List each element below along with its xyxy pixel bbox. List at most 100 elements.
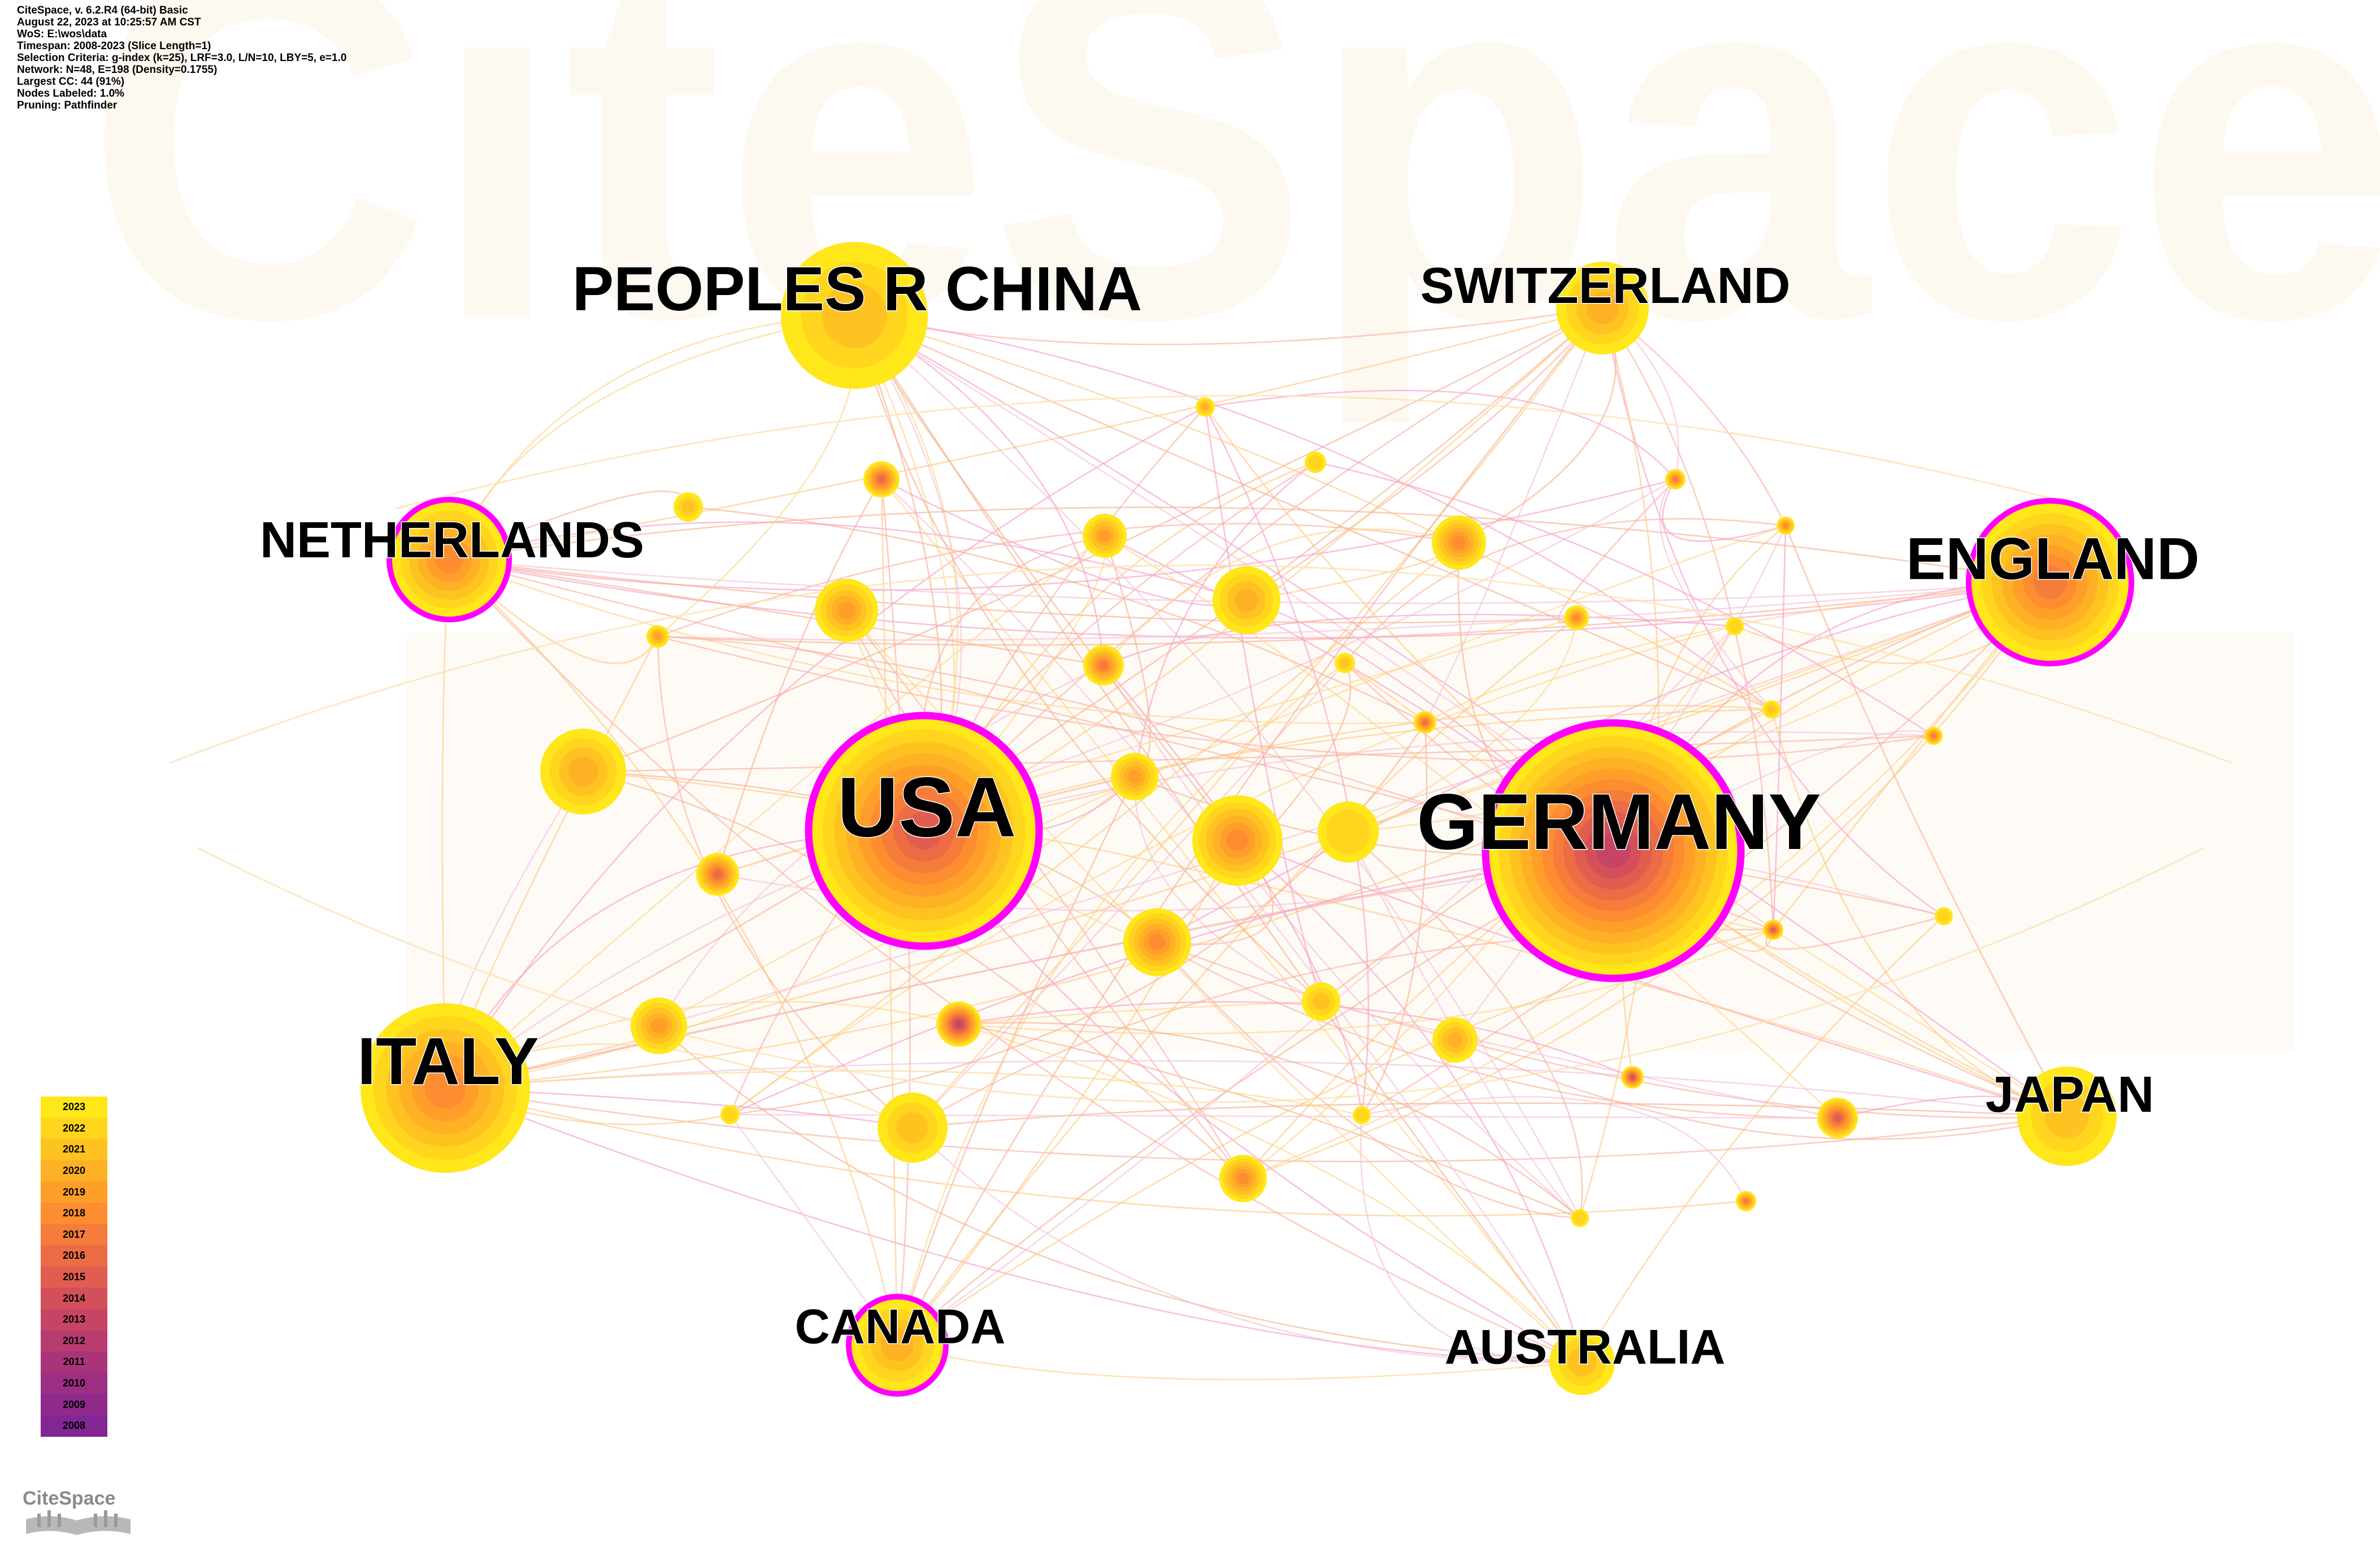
legend-year-2010: 2010 [41, 1372, 107, 1394]
network-edge [1765, 915, 1944, 950]
country-node[interactable] [1123, 908, 1191, 976]
country-node[interactable] [1571, 1209, 1589, 1227]
network-edge [896, 662, 1345, 1346]
country-node-england[interactable] [1966, 498, 2134, 666]
country-node[interactable] [1665, 469, 1686, 489]
country-node-canada[interactable] [846, 1294, 949, 1397]
country-node[interactable] [1621, 1066, 1644, 1089]
legend-year-2019: 2019 [41, 1181, 107, 1203]
country-node[interactable] [1414, 711, 1436, 734]
country-node[interactable] [646, 625, 669, 648]
network-edge [1157, 581, 2051, 943]
info-line: Pruning: Pathfinder [17, 99, 118, 111]
network-edge [583, 770, 2068, 1117]
country-node[interactable] [631, 998, 687, 1054]
country-node-japan[interactable] [2017, 1067, 2117, 1166]
country-node[interactable] [936, 1002, 981, 1047]
network-edge [658, 581, 2051, 1027]
network-edge [449, 558, 2051, 639]
network-edge [845, 610, 1244, 1179]
country-node[interactable] [1726, 617, 1744, 635]
country-node[interactable] [1213, 566, 1280, 634]
centrality-ring [1482, 719, 1745, 982]
centrality-ring [1966, 498, 2134, 666]
network-edge [854, 314, 1772, 710]
country-node[interactable] [1432, 1017, 1478, 1063]
country-node[interactable] [1219, 1155, 1267, 1202]
country-node[interactable] [1432, 515, 1486, 570]
country-node[interactable] [1925, 727, 1943, 745]
country-node[interactable] [720, 1105, 740, 1124]
country-node-italy[interactable] [361, 1003, 530, 1173]
country-node[interactable] [696, 853, 739, 896]
network-edge [448, 314, 855, 560]
centrality-ring [386, 497, 512, 622]
country-node[interactable] [674, 492, 703, 522]
country-node-switzerland[interactable] [1556, 262, 1649, 354]
network-edge [583, 307, 1603, 773]
network-edge [1424, 307, 1604, 723]
node-label-usa: USA [837, 760, 1017, 855]
network-edge [923, 704, 1772, 832]
network-edge [1321, 1000, 1838, 1119]
network-edge [896, 776, 1136, 1346]
network-edge [1321, 581, 2051, 1003]
country-node[interactable] [1817, 1098, 1858, 1138]
network-edge [912, 1127, 1583, 1363]
node-label-italy: ITALY [357, 1024, 538, 1099]
network-nodes [361, 242, 2134, 1397]
country-node[interactable] [1564, 605, 1589, 630]
country-node[interactable] [1763, 920, 1783, 940]
year-color-legend: 2023 2022 2021 2020 2019 2018 2017 2016 2015 2014… [41, 1097, 107, 1437]
country-node[interactable] [1318, 801, 1379, 863]
network-edge [395, 395, 2091, 510]
network-edge [1773, 929, 2068, 1117]
analysis-info-header: CiteSpace, v. 6.2.R4 (64-bit) Basic Augu… [17, 5, 346, 111]
network-edge [854, 314, 1772, 710]
network-edge [1361, 722, 1428, 1116]
country-node[interactable] [1353, 1106, 1371, 1124]
country-node-australia[interactable] [1549, 1329, 1615, 1395]
legend-year-2011: 2011 [41, 1351, 107, 1373]
watermark-text: CiteSpace [85, 0, 2380, 428]
country-node[interactable] [1305, 452, 1326, 473]
node-label-canada: CANADA [795, 1300, 1006, 1354]
centrality-ring [805, 712, 1043, 950]
country-node[interactable] [1335, 653, 1355, 673]
legend-year-2023: 2023 [41, 1097, 107, 1118]
country-node[interactable] [863, 461, 900, 497]
network-edge [449, 558, 1104, 666]
network-edge [449, 558, 1577, 624]
country-node[interactable] [878, 1093, 948, 1163]
network-edge [657, 581, 2051, 646]
network-edge [1454, 1039, 2068, 1140]
country-node[interactable] [1083, 514, 1127, 558]
book-logo-icon [26, 1510, 131, 1535]
info-line: Network: N=48, E=198 (Density=0.1755) [17, 64, 218, 76]
country-node-germany[interactable] [1482, 719, 1745, 982]
country-node[interactable] [1736, 1191, 1756, 1211]
citespace-logo: CiteSpace [20, 1480, 139, 1542]
info-line: Timespan: 2008-2023 (Slice Length=1) [17, 40, 211, 52]
country-node[interactable] [815, 579, 878, 642]
country-node[interactable] [1196, 397, 1215, 417]
network-edge [716, 479, 883, 875]
country-node-china[interactable] [781, 242, 928, 389]
node-labels: USA GERMANY PEOPLES R CHINA SWITZERLAND NETH… [259, 254, 2200, 1376]
legend-year-2009: 2009 [41, 1394, 107, 1415]
country-node[interactable] [1777, 517, 1795, 535]
country-node[interactable] [1083, 645, 1124, 686]
country-node[interactable] [540, 729, 626, 814]
network-edge [1204, 406, 1322, 1002]
network-edge [729, 542, 1460, 1116]
network-edge [445, 307, 1603, 1089]
country-node-usa[interactable] [805, 712, 1043, 950]
network-edge [1315, 461, 1934, 737]
country-node[interactable] [1302, 982, 1340, 1021]
country-node[interactable] [1935, 907, 1953, 925]
country-node[interactable] [1111, 753, 1158, 800]
network-edge [197, 847, 2204, 1103]
country-node[interactable] [1192, 795, 1283, 886]
country-node-netherlands[interactable] [386, 497, 512, 622]
country-node[interactable] [1762, 700, 1780, 718]
